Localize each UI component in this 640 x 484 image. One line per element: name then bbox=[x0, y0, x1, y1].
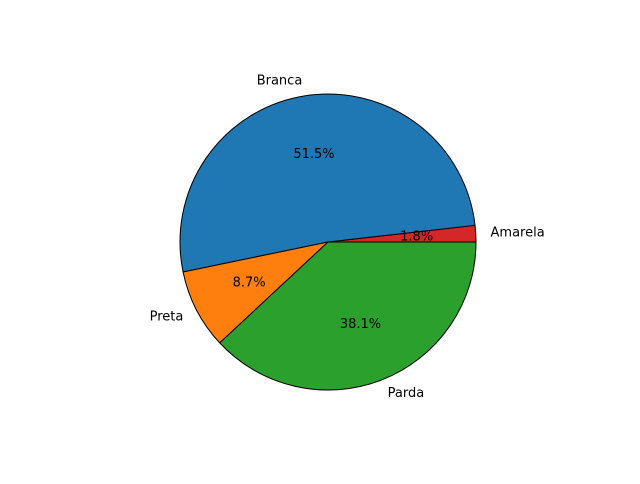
pie-labels: Amarela 1.8% Branca 51.5% Preta 8.7% Parda 38.1… bbox=[150, 74, 545, 401]
slice-label-branca: Branca bbox=[257, 74, 303, 89]
slice-percent-amarela: 1.8% bbox=[400, 229, 433, 244]
slice-percent-preta: 8.7% bbox=[233, 275, 266, 290]
pie-slice-branca bbox=[179, 93, 476, 273]
slice-percent-parda: 38.1% bbox=[340, 317, 381, 332]
pie-slices bbox=[179, 93, 477, 391]
slice-label-preta: Preta bbox=[150, 309, 184, 324]
pie-slice-parda bbox=[219, 241, 477, 391]
slice-label-amarela: Amarela bbox=[491, 225, 545, 240]
slice-percent-branca: 51.5% bbox=[293, 147, 334, 162]
slice-label-parda: Parda bbox=[388, 386, 425, 401]
